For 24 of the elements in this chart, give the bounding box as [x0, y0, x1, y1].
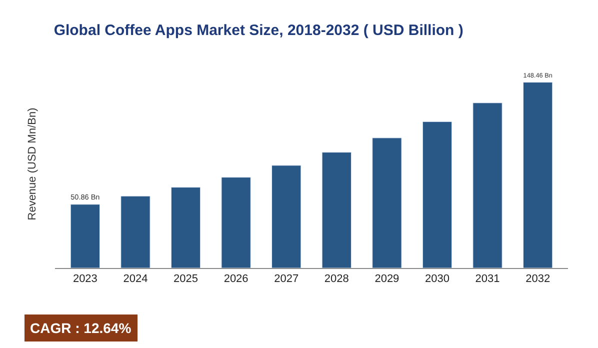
x-tick-label: 2027 — [274, 273, 299, 286]
x-tick-label: 2029 — [374, 273, 400, 286]
bar — [70, 204, 100, 268]
x-tick-label: 2026 — [224, 273, 248, 286]
x-tick-label: 2032 — [526, 273, 550, 286]
bar — [472, 102, 502, 268]
bar — [322, 152, 352, 268]
x-tick-label: 2030 — [425, 273, 450, 286]
x-tick-label: 2024 — [123, 273, 148, 286]
bar — [221, 177, 251, 268]
x-tick-label: 2031 — [475, 273, 500, 286]
bar — [170, 187, 201, 268]
bar — [422, 121, 452, 268]
bar — [372, 138, 402, 268]
text: CAGR : 12.64% — [30, 320, 132, 336]
bar — [120, 196, 150, 268]
x-tick-label: 2028 — [324, 273, 349, 286]
bar — [272, 165, 302, 268]
chart-title: Global Coffee Apps Market Size, 2018-2032 ( USD Billion ) — [54, 22, 464, 39]
x-tick-label: 2025 — [174, 273, 198, 286]
data-label: 50.86 Bn — [70, 192, 100, 202]
x-tick-label: 2023 — [72, 273, 98, 286]
y-axis-title: Revenue (USD Mn/Bn) — [26, 108, 39, 220]
bar — [522, 82, 553, 268]
